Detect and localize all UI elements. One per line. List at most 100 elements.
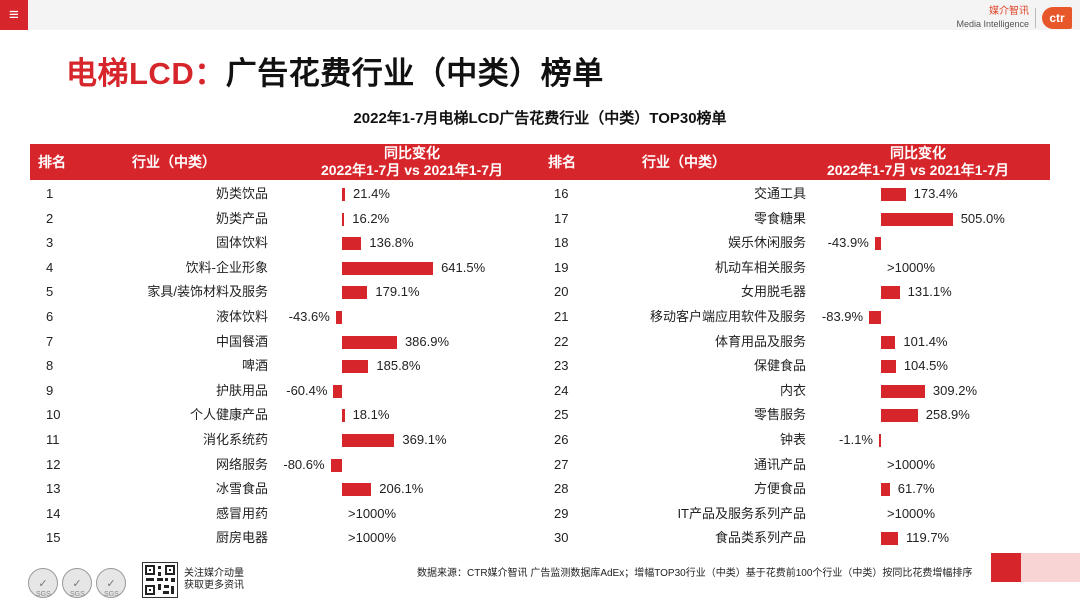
value-label: 641.5% [441, 259, 486, 275]
value-label: 101.4% [903, 333, 948, 349]
rank-cell: 14 [46, 505, 61, 521]
change-bar [342, 212, 345, 226]
sgs-badge-icon: ✓ [28, 568, 58, 598]
rank-cell: 7 [46, 333, 54, 349]
industry-cell: 食品类系列产品 [714, 530, 806, 546]
rank-cell: 11 [46, 432, 60, 447]
rank-cell: 21 [554, 309, 569, 324]
follow-text: 关注媒介动量 获取更多资讯 [184, 568, 244, 592]
industry-cell: 饮料-企业形象 [185, 259, 268, 275]
value-label: -83.9% [821, 309, 864, 324]
change-bar [342, 434, 395, 447]
rank-cell: 23 [554, 358, 569, 374]
value-label: 185.8% [376, 358, 421, 374]
value-label: 18.1% [352, 407, 390, 423]
table-header-right: 排名 行业（中类） 同比变化 2022年1-7月 vs 2021年1-7月 [540, 144, 1050, 180]
industry-cell: 护肤用品 [215, 382, 268, 398]
value-label: 173.4% [913, 186, 958, 201]
rank-cell: 22 [554, 333, 569, 349]
change-bar [881, 188, 906, 201]
value-label: >1000% [348, 505, 397, 521]
change-bar [881, 384, 925, 398]
follow-line1: 关注媒介动量 [184, 568, 244, 579]
chart-title: 2022年1-7月电梯LCD广告花费行业（中类）TOP30榜单 [353, 110, 727, 127]
header-industry: 行业（中类） [132, 154, 216, 170]
change-bar [342, 335, 397, 349]
sgs-badge-icon: ✓ [96, 568, 126, 598]
footer-accent-block-light [1021, 553, 1080, 582]
industry-cell: 内衣 [779, 382, 806, 398]
value-label: 61.7% [897, 481, 935, 497]
industry-cell: 家具/装饰材料及服务 [147, 284, 268, 300]
rank-cell: 9 [46, 382, 54, 398]
change-bar [342, 483, 372, 497]
rank-cell: 10 [46, 407, 61, 423]
rank-cell: 3 [46, 235, 54, 251]
industry-cell: 网络服务 [215, 456, 268, 472]
value-label: -43.6% [288, 309, 330, 324]
industry-cell: IT产品及服务系列产品 [677, 505, 806, 521]
industry-cell: 通讯产品 [753, 456, 806, 472]
change-bar [881, 409, 918, 423]
header-rank: 排名 [38, 154, 66, 170]
industry-cell: 娱乐休闲服务 [727, 235, 806, 251]
sgs-badge-label: SGS [70, 591, 85, 598]
change-bar [342, 360, 369, 374]
industry-cell: 机动车相关服务 [714, 259, 806, 275]
menu-icon[interactable]: ≡ [0, 0, 28, 30]
page-title-rest: 广告花费行业（中类）榜单 [225, 56, 604, 91]
value-label: 21.4% [353, 186, 390, 201]
page-title: 电梯LCD：广告花费行业（中类）榜单 [66, 48, 604, 93]
rank-cell: 6 [46, 309, 54, 324]
value-label: -43.9% [827, 235, 869, 251]
change-bar [881, 286, 900, 300]
value-label: >1000% [887, 259, 936, 275]
rank-cell: 2 [46, 210, 54, 226]
industry-cell: 固体饮料 [215, 235, 268, 251]
rank-cell: 15 [46, 530, 61, 546]
rank-cell: 12 [46, 456, 61, 472]
change-bar [881, 483, 890, 497]
industry-cell: 保健食品 [753, 358, 806, 374]
brand-divider [1035, 8, 1036, 28]
value-label: 206.1% [379, 481, 424, 497]
value-label: 119.7% [905, 530, 950, 546]
value-label: 16.2% [352, 210, 390, 226]
change-bar [879, 434, 881, 447]
page-title-accent: 电梯LCD： [66, 56, 226, 91]
industry-cell: 零售服务 [753, 407, 806, 423]
value-label: 258.9% [925, 407, 970, 423]
industry-cell: 奶类产品 [215, 210, 268, 226]
value-label: 386.9% [404, 333, 450, 349]
header-rank: 排名 [548, 154, 576, 170]
change-bar [881, 335, 896, 349]
change-bar [881, 532, 898, 546]
rank-cell: 13 [46, 481, 61, 497]
change-bar [342, 409, 345, 423]
rank-cell: 30 [554, 530, 569, 546]
change-bar [335, 311, 342, 324]
data-source-note: 数据来源：CTR媒介智讯 广告监测数据库AdEx；增幅TOP30行业（中类）基于… [417, 568, 973, 579]
change-bar [330, 458, 342, 472]
rank-cell: 27 [554, 456, 569, 472]
header-change: 同比变化 2022年1-7月 vs 2021年1-7月 [302, 145, 522, 179]
footer-accent-block [991, 553, 1021, 582]
header-change-line1: 同比变化 [890, 145, 946, 161]
rank-cell: 18 [554, 235, 569, 251]
value-label: -60.4% [286, 382, 328, 398]
sgs-badge-label: SGS [36, 591, 51, 598]
value-label: 104.5% [903, 358, 948, 374]
brand-name-cn: 媒介智讯 [989, 6, 1029, 17]
header-change-line2: 2022年1-7月 vs 2021年1-7月 [826, 162, 1010, 178]
industry-cell: 零食糖果 [753, 210, 806, 226]
value-label: -1.1% [839, 432, 873, 447]
value-label: 136.8% [369, 235, 414, 251]
value-label: 505.0% [960, 210, 1005, 226]
header-change-line2: 2022年1-7月 vs 2021年1-7月 [320, 162, 504, 178]
rank-cell: 20 [554, 284, 569, 300]
change-bar [881, 360, 896, 374]
brand-logo-group: 媒介智讯 Media Intelligence ctr [956, 6, 1072, 30]
rank-cell: 5 [46, 284, 54, 300]
change-bar [342, 261, 434, 275]
change-bar [869, 311, 881, 324]
